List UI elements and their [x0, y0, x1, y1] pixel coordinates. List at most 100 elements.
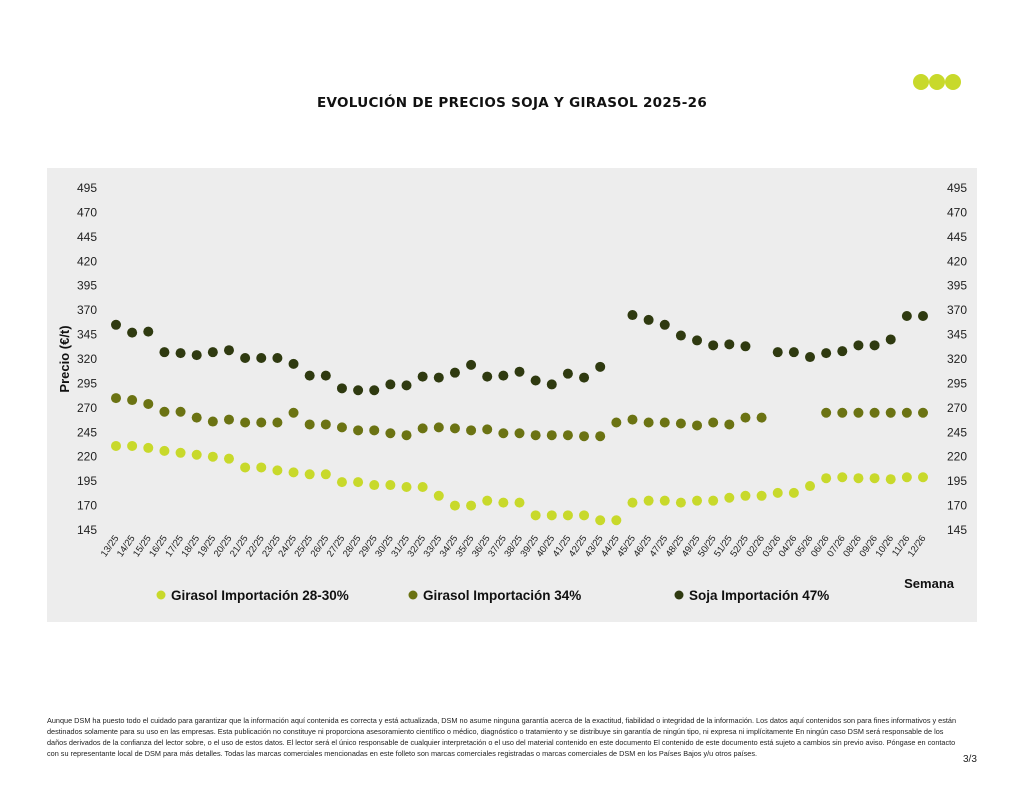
y-tick-label-left: 320 [77, 352, 97, 366]
data-point-series-1 [449, 500, 460, 511]
data-point-series-1 [821, 473, 832, 484]
data-point-series-2 [159, 406, 170, 417]
y-tick-label-left: 295 [77, 376, 97, 390]
data-point-series-3 [111, 319, 121, 330]
data-point-series-2 [853, 407, 864, 418]
data-point-series-3 [175, 348, 186, 359]
data-point-series-1 [466, 500, 477, 511]
data-point-series-1 [385, 480, 396, 491]
data-point-series-1 [869, 473, 880, 484]
data-point-series-1 [740, 490, 751, 501]
y-tick-label-right: 195 [947, 474, 967, 488]
data-point-series-1 [256, 462, 267, 473]
data-point-series-3 [595, 361, 606, 372]
legend-label-2: Girasol Importación 34% [423, 588, 581, 603]
data-point-series-3 [449, 367, 460, 378]
data-point-series-2 [659, 417, 670, 428]
y-tick-label-right: 395 [947, 279, 967, 293]
logo-dot-1 [913, 74, 929, 90]
data-point-series-3 [643, 314, 654, 325]
data-point-series-1 [175, 447, 186, 458]
disclaimer-text: Aunque DSM ha puesto todo el cuidado par… [47, 716, 957, 758]
data-point-series-2 [740, 412, 751, 423]
y-tick-label-left: 495 [77, 181, 97, 195]
data-point-series-3 [127, 327, 138, 338]
data-point-series-3 [514, 366, 525, 377]
data-point-series-1 [643, 495, 654, 506]
data-point-series-2 [175, 406, 186, 417]
data-point-series-1 [692, 495, 703, 506]
chart-title: EVOLUCIÓN DE PRECIOS SOJA Y GIRASOL 2025… [316, 95, 708, 111]
data-point-series-2 [514, 428, 525, 439]
data-point-series-3 [191, 350, 202, 361]
data-point-series-3 [304, 370, 315, 381]
data-point-series-1 [433, 490, 444, 501]
y-tick-label-right: 170 [947, 499, 967, 513]
data-point-series-1 [788, 487, 799, 498]
data-point-series-2 [191, 412, 202, 423]
y-tick-label-left: 395 [77, 279, 97, 293]
data-point-series-1 [127, 440, 138, 451]
legend-marker-1 [156, 590, 166, 600]
data-point-series-1 [482, 495, 493, 506]
data-point-series-1 [675, 497, 686, 508]
y-tick-label-left: 370 [77, 303, 97, 317]
data-point-series-2 [369, 425, 380, 436]
chart-svg: 145 145 170 170 195 195 220 220 245 245 270 270 295 2… [57, 181, 967, 603]
data-point-series-1 [546, 510, 557, 521]
y-tick-label-right: 495 [947, 181, 967, 195]
y-axis-label: Precio (€/t) [57, 325, 72, 392]
data-point-series-2 [756, 412, 767, 423]
x-tick-label: 12/26 [906, 533, 929, 559]
data-point-series-3 [901, 311, 912, 322]
data-point-series-3 [385, 379, 396, 390]
data-point-series-3 [256, 353, 267, 364]
y-tick-label-right: 220 [947, 450, 967, 464]
data-point-series-3 [772, 347, 783, 358]
data-point-series-1 [659, 495, 670, 506]
y-tick-label-left: 470 [77, 205, 97, 219]
data-point-series-2 [449, 423, 460, 434]
y-tick-label-right: 420 [947, 254, 967, 268]
data-point-series-1 [885, 474, 896, 485]
data-point-series-1 [288, 467, 299, 478]
y-tick-label-left: 195 [77, 474, 97, 488]
data-point-series-1 [143, 442, 154, 453]
data-point-series-2 [692, 420, 703, 431]
data-point-series-2 [336, 422, 347, 433]
data-point-series-3 [579, 372, 590, 383]
y-tick-label-left: 345 [77, 328, 97, 342]
y-tick-label-left: 245 [77, 425, 97, 439]
data-point-series-2 [498, 428, 509, 439]
data-point-series-3 [336, 383, 347, 394]
y-tick-label-right: 320 [947, 352, 967, 366]
data-point-series-2 [611, 417, 622, 428]
data-point-series-1 [756, 490, 767, 501]
data-point-series-3 [288, 358, 299, 369]
logo-dot-3 [945, 74, 961, 90]
data-point-series-3 [223, 345, 234, 356]
data-point-series-1 [530, 510, 541, 521]
legend-marker-3 [674, 590, 684, 600]
data-point-series-1 [207, 451, 218, 462]
data-point-series-2 [433, 422, 444, 433]
data-point-series-1 [708, 495, 719, 506]
data-point-series-2 [837, 407, 848, 418]
data-point-series-1 [514, 497, 525, 508]
page-number: 3/3 [963, 754, 977, 765]
data-point-series-1 [901, 472, 912, 483]
data-point-series-2 [272, 417, 283, 428]
data-point-series-1 [401, 482, 412, 493]
data-point-series-2 [417, 423, 428, 434]
data-point-series-1 [320, 469, 331, 480]
data-point-series-3 [692, 335, 703, 346]
data-point-series-1 [595, 515, 606, 526]
data-point-series-3 [417, 371, 428, 382]
data-point-series-2 [643, 417, 654, 428]
data-point-series-3 [869, 340, 880, 351]
data-point-series-2 [288, 407, 299, 418]
data-point-series-1 [611, 515, 622, 526]
y-tick-label-right: 345 [947, 328, 967, 342]
y-tick-label-right: 295 [947, 376, 967, 390]
y-tick-label-left: 145 [77, 523, 97, 537]
